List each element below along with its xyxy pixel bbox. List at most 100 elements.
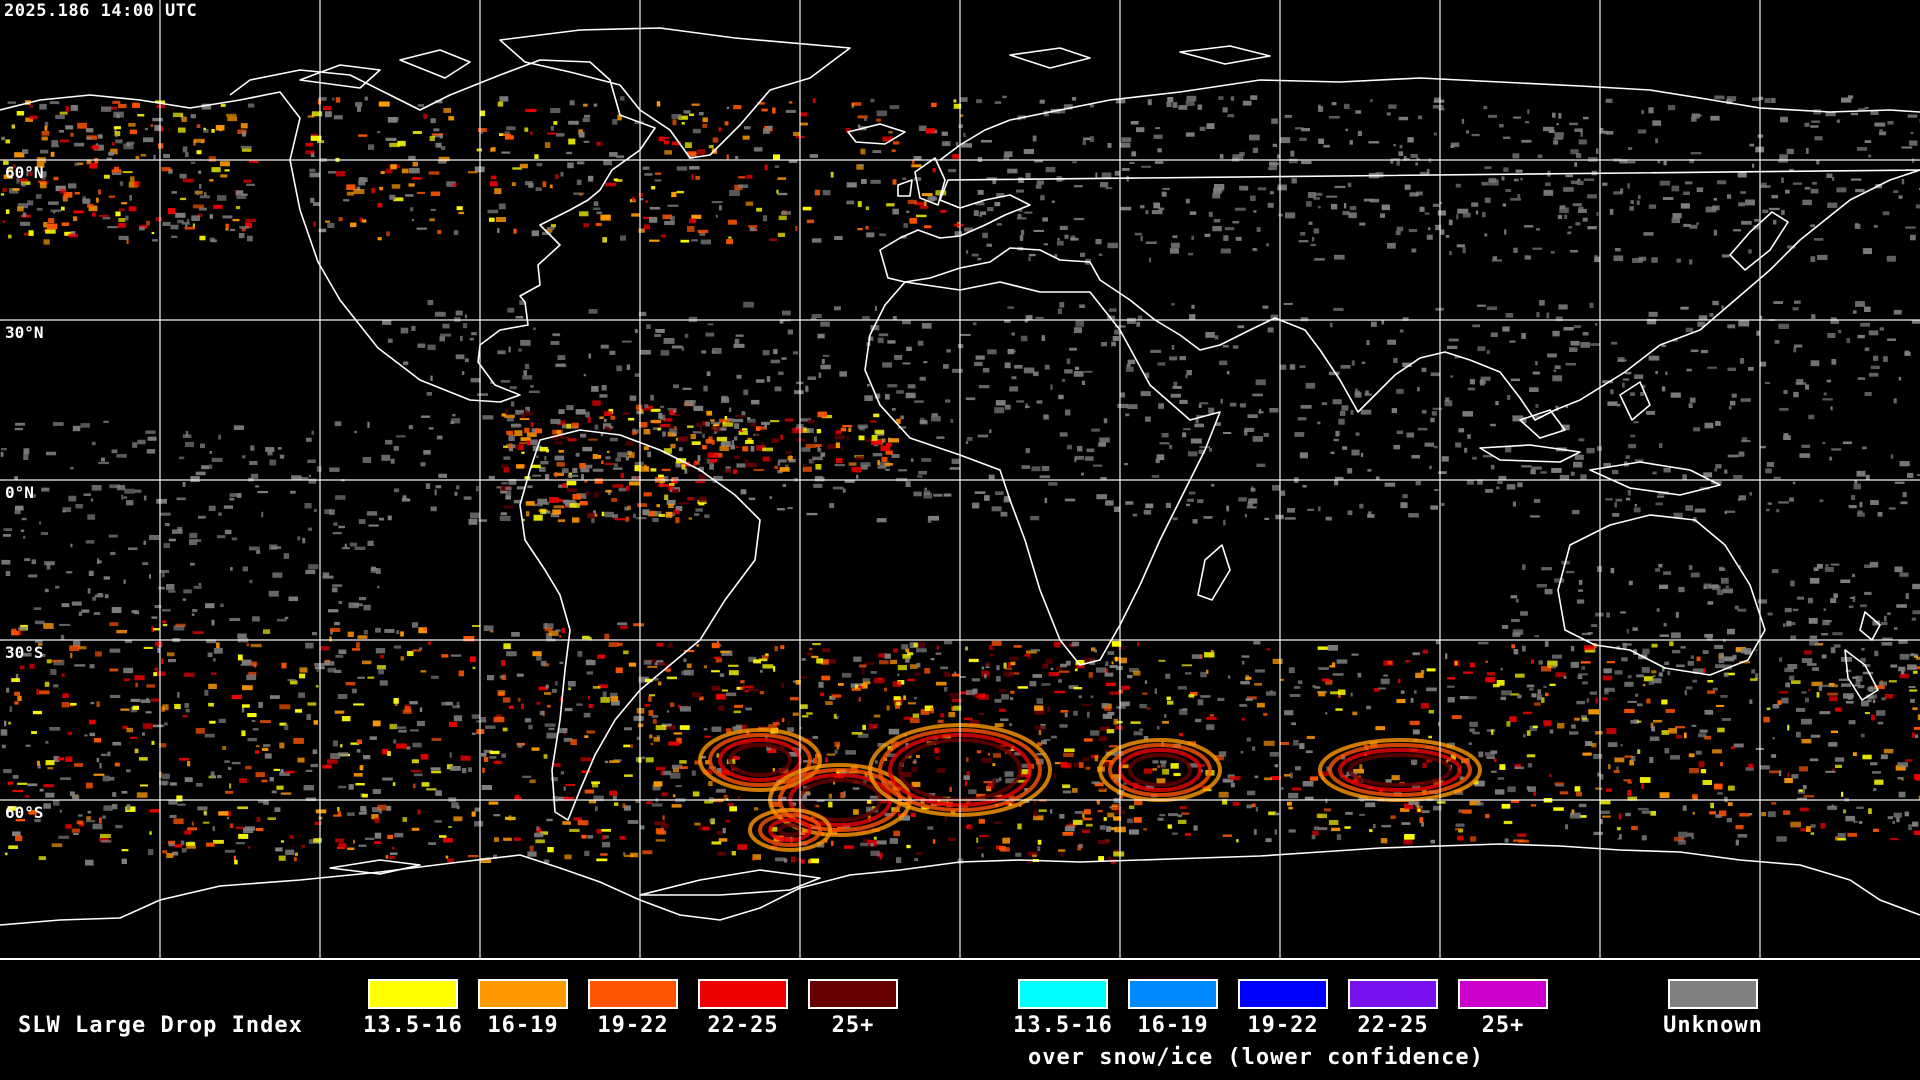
cloud-pixel — [265, 447, 275, 452]
cloud-pixel — [161, 167, 171, 172]
coast-british-isles — [897, 157, 946, 206]
cloud-pixel — [1104, 761, 1110, 767]
cloud-pixel — [175, 212, 186, 218]
cloud-pixel — [547, 847, 554, 853]
cloud-pixel — [290, 490, 296, 494]
cloud-pixel — [1448, 219, 1453, 226]
cloud-pixel — [1577, 178, 1581, 182]
cloud-pixel — [1822, 619, 1830, 626]
cloud-pixel — [1651, 643, 1658, 648]
cloud-pixel — [340, 744, 343, 748]
cloud-pixel — [1097, 809, 1103, 813]
cloud-pixel — [235, 842, 245, 845]
cloud-pixel — [552, 763, 561, 768]
cloud-pixel — [1062, 790, 1072, 794]
cloud-pixel — [82, 198, 91, 204]
cloud-pixel — [1280, 490, 1286, 496]
cloud-pixel — [1032, 674, 1043, 678]
cloud-pixel — [515, 444, 519, 449]
cloud-pixel — [1841, 97, 1852, 103]
cloud-pixel — [721, 395, 728, 401]
cloud-pixel — [119, 181, 124, 186]
cloud-pixel — [834, 749, 838, 754]
cloud-pixel — [1086, 448, 1095, 453]
cloud-pixel — [881, 456, 888, 463]
cloud-pixel — [1759, 361, 1767, 367]
cloud-pixel — [695, 508, 703, 512]
cloud-pixel — [1441, 502, 1445, 506]
cloud-pixel — [1030, 515, 1040, 521]
cloud-pixel — [776, 189, 779, 194]
cloud-pixel — [11, 628, 17, 632]
cloud-pixel — [667, 204, 679, 207]
cloud-pixel — [250, 661, 258, 667]
cloud-pixel — [1057, 308, 1062, 314]
cloud-pixel — [870, 179, 881, 184]
cloud-pixel — [361, 219, 367, 223]
cloud-pixel — [637, 503, 648, 507]
cloud-pixel — [338, 600, 343, 605]
cloud-pixel — [1269, 162, 1279, 166]
cloud-pixel — [15, 673, 19, 680]
cloud-pixel — [1113, 816, 1122, 821]
cloud-pixel — [191, 613, 195, 616]
cloud-pixel — [506, 417, 514, 422]
cloud-pixel — [649, 239, 660, 242]
cloud-pixel — [1789, 168, 1794, 172]
cloud-pixel — [963, 775, 970, 781]
cloud-pixel — [1262, 305, 1269, 309]
cloud-pixel — [867, 383, 870, 387]
cloud-pixel — [592, 686, 601, 689]
cloud-pixel — [931, 102, 937, 108]
cloud-pixel — [708, 145, 714, 149]
cloud-pixel — [1717, 727, 1725, 733]
cloud-pixel — [199, 235, 206, 241]
cloud-pixel — [26, 170, 29, 177]
cloud-pixel — [941, 131, 948, 136]
cloud-pixel — [1413, 690, 1417, 694]
cloud-pixel — [559, 635, 562, 638]
cloud-pixel — [1410, 154, 1418, 158]
cloud-pixel — [1802, 785, 1807, 790]
cloud-pixel — [764, 735, 768, 741]
cloud-pixel — [813, 804, 816, 808]
cloud-pixel — [675, 506, 683, 512]
cloud-pixel — [1586, 447, 1595, 454]
cloud-pixel — [1367, 468, 1372, 472]
cloud-pixel — [1823, 392, 1827, 396]
cloud-pixel — [580, 468, 590, 473]
cloud-pixel — [241, 707, 245, 713]
cloud-pixel — [416, 227, 427, 230]
cloud-pixel — [1600, 810, 1610, 814]
cloud-pixel — [1716, 704, 1725, 707]
cloud-pixel — [615, 457, 621, 462]
cloud-pixel — [851, 102, 862, 106]
cloud-pixel — [1113, 718, 1118, 725]
cloud-pixel — [324, 509, 332, 514]
cloud-pixel — [1552, 375, 1563, 382]
cloud-pixel — [1726, 99, 1733, 105]
cloud-pixel — [987, 349, 997, 355]
cloud-pixel — [726, 106, 730, 109]
cloud-pixel — [735, 155, 739, 160]
cloud-pixel — [1421, 367, 1427, 372]
cloud-pixel — [991, 506, 1002, 512]
cloud-pixel — [426, 392, 432, 396]
cloud-pixel — [1433, 779, 1444, 786]
cloud-pixel — [1187, 763, 1199, 768]
cloud-pixel — [584, 114, 591, 118]
cloud-pixel — [723, 794, 728, 800]
cloud-pixel — [1381, 204, 1390, 211]
cloud-pixel — [1310, 243, 1316, 247]
cloud-pixel — [1503, 167, 1509, 172]
cloud-pixel — [1853, 483, 1861, 490]
cloud-pixel — [21, 182, 26, 187]
cloud-pixel — [639, 825, 645, 830]
cloud-pixel — [1304, 796, 1314, 800]
cloud-pixel — [1457, 208, 1469, 214]
cloud-pixel — [1430, 372, 1441, 377]
cloud-pixel — [1445, 760, 1448, 764]
cloud-pixel — [1165, 502, 1172, 508]
cloud-pixel — [1876, 710, 1886, 716]
cloud-pixel — [1050, 809, 1053, 814]
